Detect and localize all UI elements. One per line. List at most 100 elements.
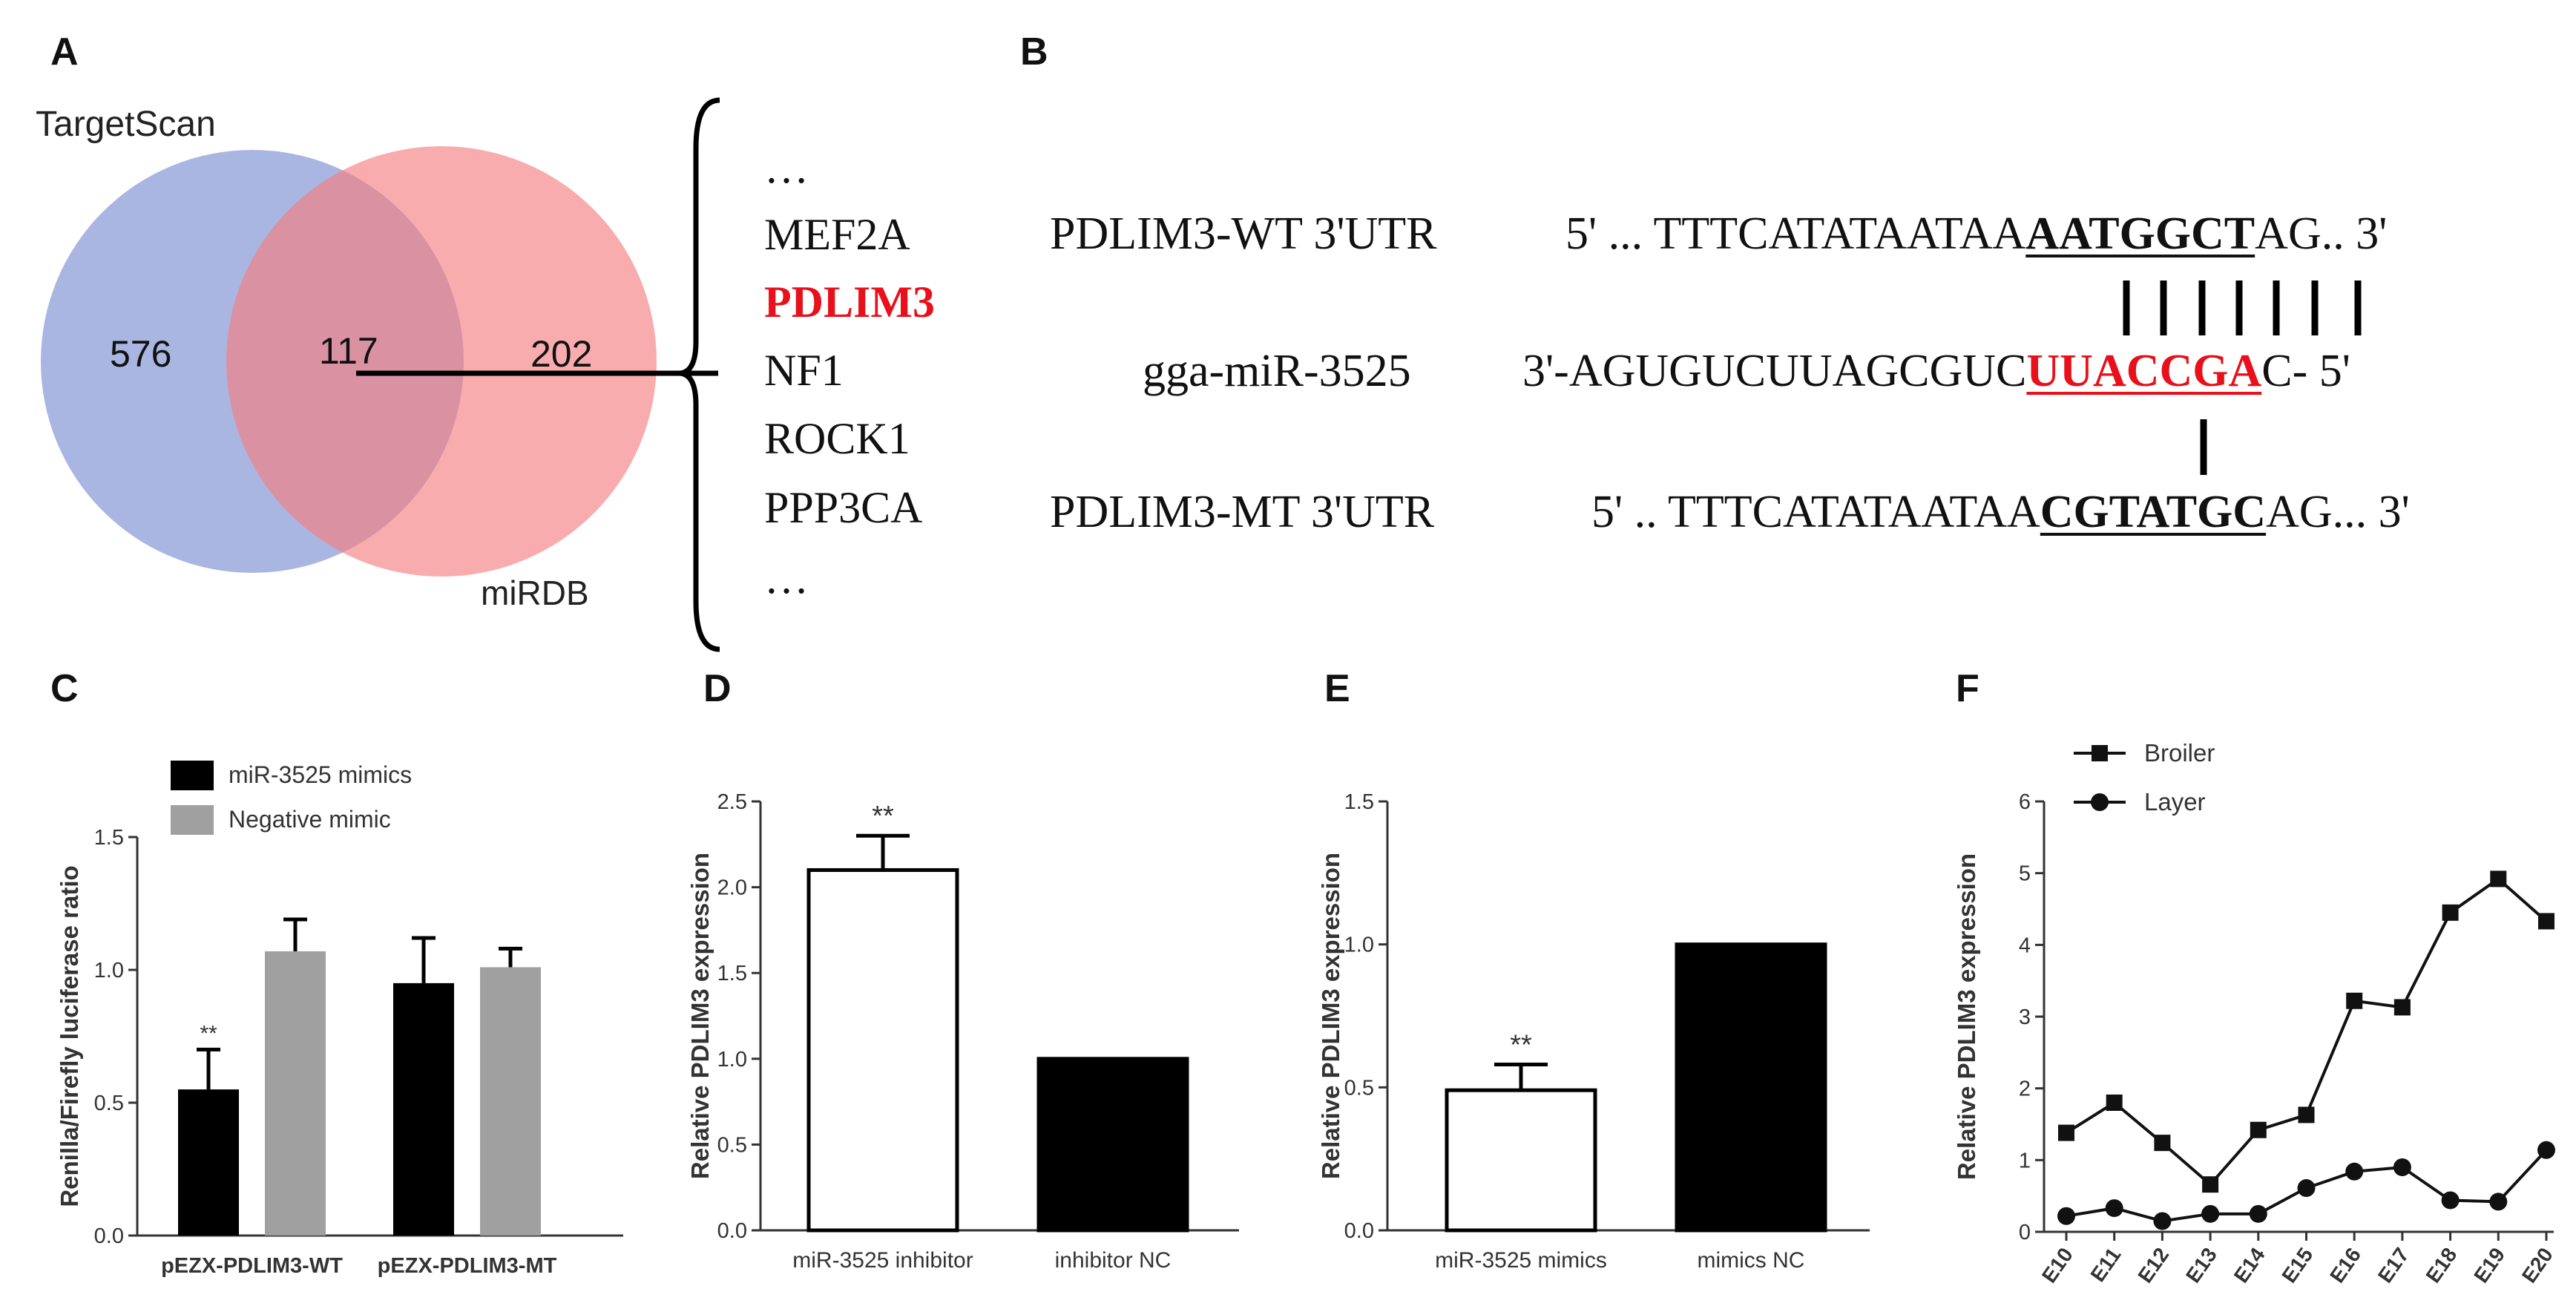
data-point <box>2538 913 2554 930</box>
mt-utr-sequence: 5' .. TTTCATATAATAACGTATGCAG... 3' <box>1591 487 2410 537</box>
gene-item-highlight: PDLIM3 <box>764 278 935 327</box>
y-tick-label: 0.0 <box>94 1224 124 1248</box>
data-point <box>2298 1106 2315 1123</box>
bar <box>393 982 454 1236</box>
wt-utr-label: PDLIM3-WT 3'UTR <box>1050 209 1437 259</box>
panel-label-c: C <box>50 667 79 710</box>
data-point <box>2106 1095 2123 1111</box>
venn-diagram <box>41 97 720 652</box>
x-tick-label: E12 <box>2133 1244 2173 1287</box>
legend-marker <box>2092 745 2108 761</box>
gene-list-ellipsis-bottom: … <box>764 554 809 603</box>
x-tick-label: E11 <box>2086 1244 2126 1286</box>
data-point <box>2201 1204 2220 1223</box>
mirna-seed: UUACCGA <box>2026 346 2262 396</box>
gene-item: ROCK1 <box>764 414 910 463</box>
y-tick-label: 1.0 <box>1344 934 1374 957</box>
x-tick-label: E16 <box>2325 1244 2365 1287</box>
legend-marker <box>2091 793 2109 811</box>
chart-e: 0.0 0.5 1.0 1.5 Relative PDLIM3 expression mi… <box>1317 790 1870 1273</box>
mirna-sequence: 3'-AGUGUCUUAGCGUCUUACCGAC- 5' <box>1522 346 2350 396</box>
significance-marker: ** <box>200 1021 217 1046</box>
panel-label-a: A <box>50 30 79 73</box>
y-tick-label: 0.0 <box>717 1219 747 1243</box>
bar <box>265 951 326 1236</box>
y-tick-label: 1.5 <box>717 962 747 985</box>
legend-label: Broiler <box>2144 739 2215 767</box>
y-axis-label: Relative PDLIM3 expression <box>1953 853 1980 1180</box>
bar <box>178 1089 239 1236</box>
x-tick-label: mimics NC <box>1698 1248 1805 1273</box>
data-point <box>2393 999 2411 1016</box>
data-point <box>2057 1207 2075 1225</box>
mt-utr-label: PDLIM3-MT 3'UTR <box>1050 487 1435 537</box>
y-tick-label: 3 <box>2019 1005 2031 1029</box>
panel-label-b: B <box>1020 30 1048 73</box>
bar <box>480 967 541 1236</box>
venn-count-overlap: 117 <box>319 330 378 372</box>
significance-marker: ** <box>1510 1030 1532 1061</box>
wt-utr-sequence: 5' ... TTTCATATAATAAAATGGCTAG.. 3' <box>1565 209 2388 259</box>
legend-swatch <box>171 805 214 835</box>
y-tick-label: 2.0 <box>717 876 747 900</box>
y-axis-label: Relative PDLIM3 expression <box>1317 853 1344 1179</box>
data-point <box>2058 1124 2074 1141</box>
x-tick-label: E19 <box>2469 1244 2509 1287</box>
data-point <box>2153 1212 2172 1230</box>
chart-c: 0.0 0.5 1.0 1.5 Renilla/Firefly luciferase r… <box>56 761 623 1278</box>
panel-label-f: F <box>1956 667 1979 710</box>
panel-label-e: E <box>1324 667 1350 710</box>
data-point <box>2154 1135 2171 1152</box>
data-point <box>2537 1141 2555 1159</box>
y-tick-label: 1.0 <box>94 959 124 982</box>
data-point <box>2249 1204 2267 1223</box>
series-line-broiler <box>2065 876 2548 1187</box>
data-point <box>2442 904 2459 921</box>
x-tick-label: E15 <box>2277 1244 2317 1287</box>
y-tick-label: 0 <box>2019 1221 2031 1244</box>
mt-binding-site: CGTATGC <box>2040 487 2267 537</box>
legend-label: Layer <box>2144 788 2206 816</box>
x-tick-label: E10 <box>2037 1244 2077 1287</box>
bar <box>1675 942 1827 1233</box>
venn-circle-mirdb <box>226 146 657 577</box>
legend-swatch <box>171 761 214 790</box>
y-tick-label: 0.5 <box>1344 1076 1374 1100</box>
significance-marker: ** <box>872 801 894 832</box>
y-tick-label: 1 <box>2019 1149 2031 1172</box>
y-tick-label: 1.5 <box>94 826 124 850</box>
venn-count-left: 576 <box>110 333 172 375</box>
data-point <box>2345 1162 2364 1181</box>
bar <box>806 867 959 1233</box>
y-tick-label: 1.5 <box>1344 790 1374 814</box>
panel-label-d: D <box>703 667 732 710</box>
y-tick-label: 0.0 <box>1344 1219 1374 1243</box>
y-tick-label: 2.5 <box>717 790 747 814</box>
gene-list-ellipsis-top: … <box>764 143 809 192</box>
y-axis-label: Relative PDLIM3 expression <box>686 853 714 1179</box>
data-point <box>2441 1191 2460 1210</box>
bar <box>1445 1088 1597 1233</box>
data-point <box>2202 1176 2219 1193</box>
base-pair-line-mt <box>2200 419 2207 475</box>
y-tick-label: 1.0 <box>717 1048 747 1072</box>
venn-label-targetscan: TargetScan <box>36 105 216 144</box>
data-point <box>2489 1192 2508 1211</box>
data-point <box>2393 1158 2411 1176</box>
base-pair-lines-wt <box>2123 280 2362 335</box>
data-point <box>2105 1199 2123 1218</box>
gene-item: NF1 <box>764 346 844 395</box>
y-axis-label: Renilla/Firefly luciferase ratio <box>56 865 83 1207</box>
y-tick-label: 2 <box>2019 1077 2031 1101</box>
x-tick-label: inhibitor NC <box>1055 1248 1172 1273</box>
bar <box>1036 1057 1189 1233</box>
x-tick-label: pEZX-PDLIM3-WT <box>161 1254 343 1278</box>
x-tick-label: miR-3525 inhibitor <box>792 1248 973 1273</box>
x-tick-label: E20 <box>2517 1244 2557 1287</box>
x-tick-label: E18 <box>2422 1244 2462 1287</box>
venn-count-right: 202 <box>530 333 593 375</box>
x-tick-label: E17 <box>2373 1244 2414 1287</box>
chart-d: 0.0 0.5 1.0 1.5 2.0 2.5 Relative PDLIM3 expres… <box>686 790 1239 1273</box>
mirna-label: gga-miR-3525 <box>1143 346 1411 396</box>
